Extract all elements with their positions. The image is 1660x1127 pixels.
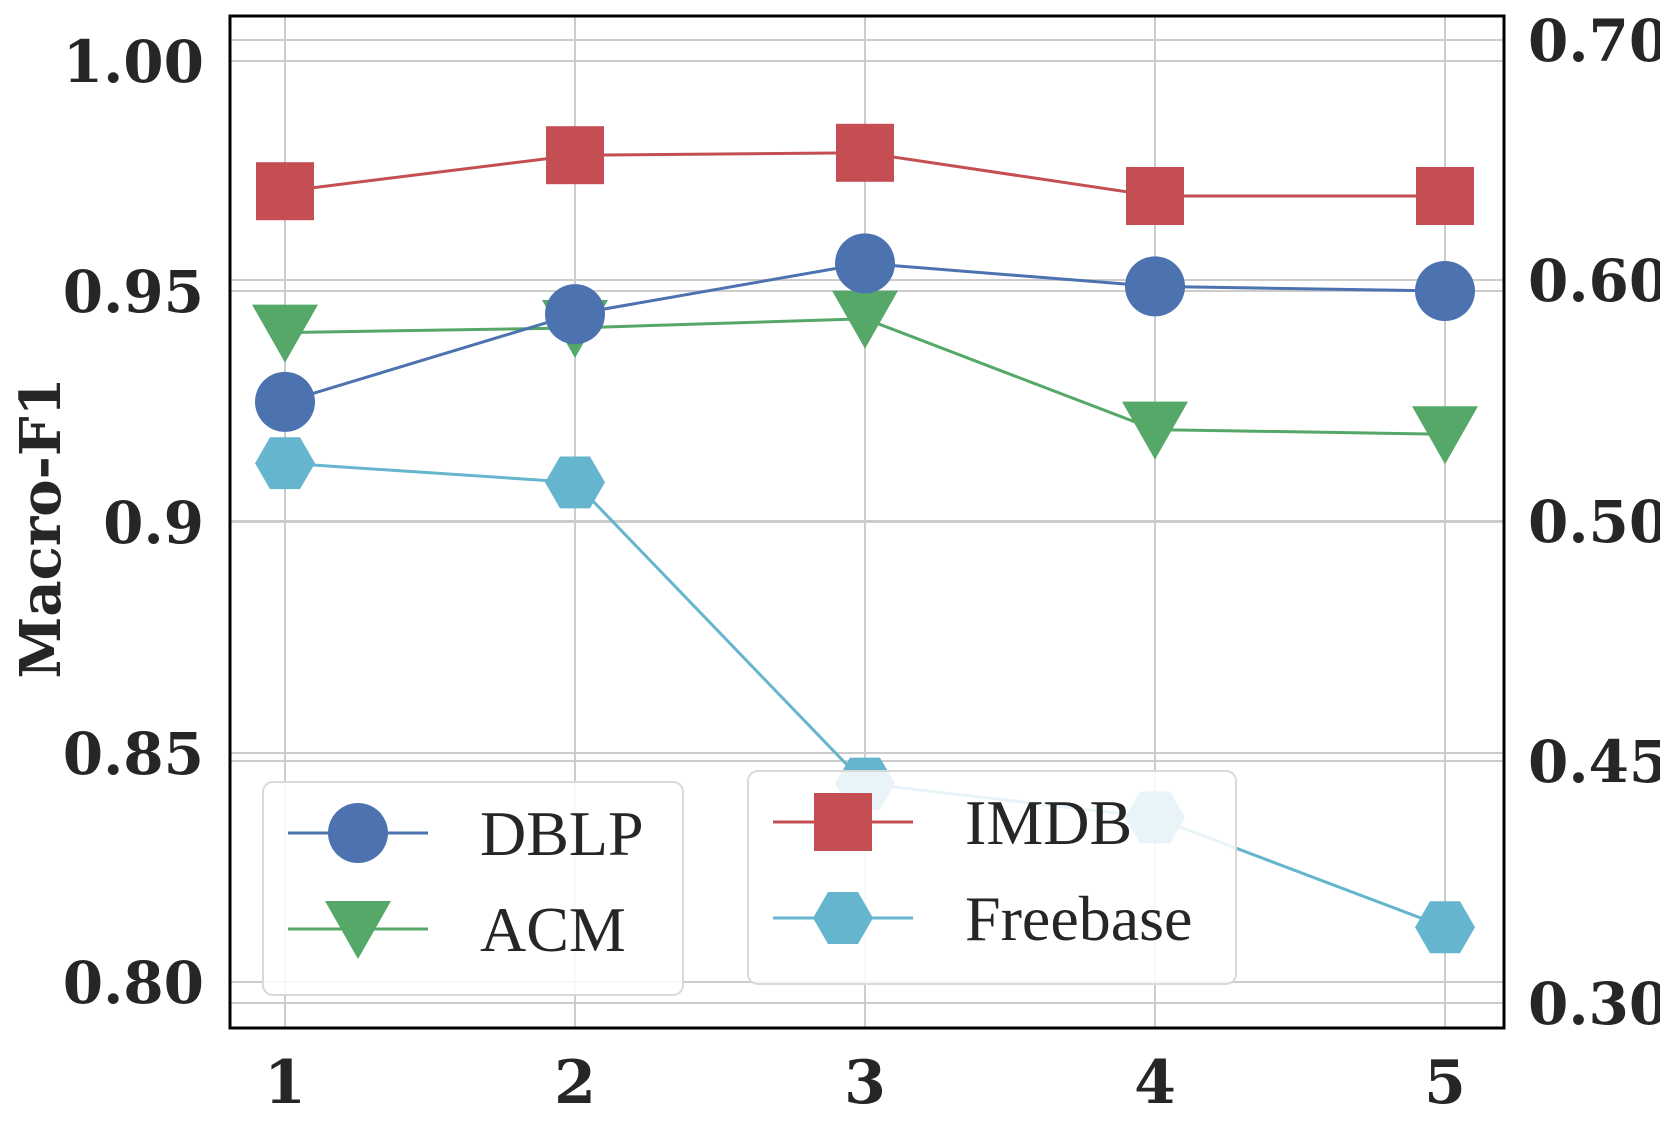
legend-label-freebase: Freebase [965, 883, 1192, 954]
point-imdb [546, 126, 604, 185]
y-tick-label-right: 0.70 [1528, 7, 1660, 75]
point-dblp [835, 233, 895, 294]
point-freebase [545, 456, 605, 509]
legend-layer: DBLP ACM IMDB Freebase [262, 770, 1237, 996]
legend-label-dblp: DBLP [480, 798, 644, 869]
tick-labels: 1 2 3 4 5 1.00 0.95 0.9 0.85 0.80 0.70 0.60 0.50 0.45… [63, 7, 1660, 1118]
point-acm [252, 304, 318, 363]
point-acm [1122, 401, 1188, 460]
x-tick-label: 3 [844, 1048, 886, 1118]
legend-label-acm: ACM [480, 894, 626, 965]
legend-marker-freebase [813, 892, 873, 944]
point-dblp [255, 371, 315, 432]
point-dblp [1125, 256, 1185, 317]
y-tick-label-right: 0.45 [1528, 728, 1660, 796]
point-imdb [1126, 167, 1184, 225]
point-imdb [836, 123, 894, 182]
x-tick-label: 4 [1134, 1048, 1176, 1118]
y-tick-label-right: 0.60 [1528, 247, 1660, 315]
point-freebase [1415, 901, 1475, 954]
y-tick-label-left: 0.9 [103, 489, 204, 557]
y-tick-label-right: 0.30 [1528, 970, 1660, 1038]
plot-frame [228, 14, 1506, 1030]
y-tick-label-left: 0.85 [63, 720, 204, 788]
point-imdb [256, 162, 314, 221]
x-tick-label: 2 [554, 1048, 596, 1118]
x-tick-label: 5 [1424, 1048, 1466, 1118]
axes-border [228, 14, 1506, 1030]
y-tick-label-left: 1.00 [63, 28, 204, 96]
legend-marker-dblp [328, 803, 388, 863]
point-acm [832, 290, 898, 349]
legend-label-imdb: IMDB [965, 787, 1132, 858]
point-acm [1412, 406, 1478, 465]
point-freebase [255, 437, 315, 490]
point-dblp [545, 284, 605, 345]
y-axis-label: Macro-F1 [8, 377, 74, 678]
legend-marker-acm [325, 901, 391, 959]
y-tick-label-right: 0.50 [1528, 488, 1660, 556]
y-tick-label-left: 0.80 [63, 949, 204, 1017]
point-dblp [1415, 261, 1475, 321]
legend-marker-imdb [814, 793, 872, 851]
y-tick-label-left: 0.95 [63, 258, 204, 326]
point-imdb [1416, 167, 1474, 225]
x-tick-label: 1 [264, 1048, 306, 1118]
